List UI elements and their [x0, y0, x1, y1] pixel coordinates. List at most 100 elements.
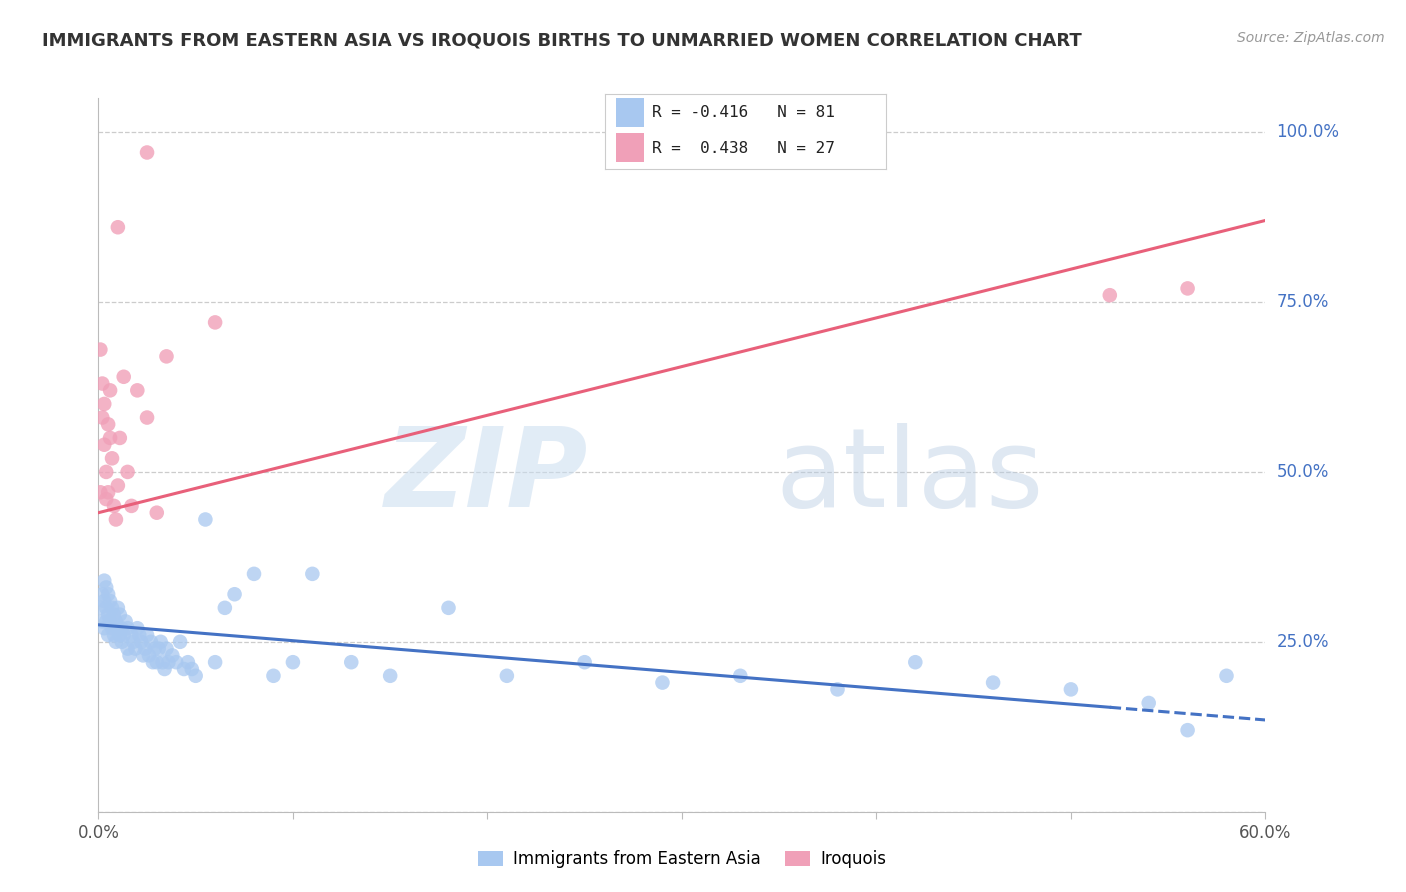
Point: [574, 655, 596, 669]
Point: [97, 607, 120, 622]
Point: [1177, 281, 1199, 295]
Point: [224, 587, 246, 601]
Point: [157, 655, 180, 669]
Point: [162, 648, 184, 663]
Point: [152, 655, 174, 669]
Point: [112, 628, 135, 642]
Point: [1060, 682, 1083, 697]
Text: 50.0%: 50.0%: [1277, 463, 1329, 481]
Point: [184, 669, 207, 683]
Point: [904, 655, 927, 669]
Point: [96, 465, 118, 479]
Point: [117, 621, 139, 635]
Point: [97, 628, 120, 642]
Point: [122, 635, 145, 649]
Point: [281, 655, 304, 669]
Point: [103, 499, 125, 513]
Point: [96, 492, 118, 507]
Point: [91, 376, 114, 391]
Point: [117, 465, 139, 479]
Point: [89, 343, 111, 357]
Point: [437, 600, 460, 615]
Point: [108, 431, 131, 445]
Legend: Immigrants from Eastern Asia, Iroquois: Immigrants from Eastern Asia, Iroquois: [471, 844, 893, 875]
Point: [134, 641, 156, 656]
Text: 100.0%: 100.0%: [1277, 123, 1340, 141]
Point: [103, 628, 125, 642]
Point: [108, 628, 131, 642]
Point: [214, 600, 236, 615]
Point: [121, 628, 143, 642]
Point: [101, 600, 124, 615]
Point: [121, 499, 143, 513]
Point: [155, 641, 177, 656]
Point: [136, 145, 159, 160]
Point: [301, 566, 323, 581]
Point: [107, 621, 129, 635]
Point: [194, 512, 217, 526]
Point: [98, 384, 121, 398]
Point: [98, 615, 121, 629]
Point: [114, 615, 136, 629]
Point: [112, 369, 135, 384]
Point: [1137, 696, 1160, 710]
Point: [124, 641, 146, 656]
Point: [98, 594, 121, 608]
Point: [204, 315, 226, 329]
Bar: [616, 98, 644, 127]
Point: [495, 669, 517, 683]
Point: [129, 635, 152, 649]
Point: [96, 581, 118, 595]
Point: [127, 621, 149, 635]
Point: [96, 615, 118, 629]
Point: [139, 635, 162, 649]
Point: [149, 635, 172, 649]
Point: [981, 675, 1004, 690]
Text: R = -0.416   N = 81: R = -0.416 N = 81: [652, 105, 835, 120]
Point: [651, 675, 673, 690]
Text: 75.0%: 75.0%: [1277, 293, 1329, 311]
Point: [111, 635, 134, 649]
Point: [730, 669, 752, 683]
Point: [91, 410, 114, 425]
Point: [101, 451, 124, 466]
Text: IMMIGRANTS FROM EASTERN ASIA VS IROQUOIS BIRTHS TO UNMARRIED WOMEN CORRELATION C: IMMIGRANTS FROM EASTERN ASIA VS IROQUOIS…: [42, 31, 1083, 49]
Point: [1177, 723, 1199, 738]
Point: [177, 655, 200, 669]
Point: [142, 655, 165, 669]
Point: [96, 600, 118, 615]
Point: [180, 662, 202, 676]
Point: [98, 431, 121, 445]
Point: [89, 600, 111, 615]
Point: [204, 655, 226, 669]
Point: [146, 506, 169, 520]
Point: [132, 648, 155, 663]
Point: [107, 220, 129, 235]
Point: [165, 655, 187, 669]
Point: [378, 669, 402, 683]
Point: [143, 641, 166, 656]
Point: [128, 628, 150, 642]
Point: [93, 397, 115, 411]
Point: [138, 648, 160, 663]
Point: [107, 478, 129, 492]
Point: [89, 485, 111, 500]
Point: [148, 641, 170, 656]
Point: [827, 682, 849, 697]
Point: [93, 574, 115, 588]
Point: [93, 438, 115, 452]
Text: ZIP: ZIP: [385, 423, 589, 530]
Point: [91, 587, 114, 601]
Point: [103, 607, 125, 622]
Point: [104, 512, 127, 526]
Point: [104, 635, 127, 649]
Point: [111, 621, 134, 635]
Point: [155, 350, 177, 364]
Point: [107, 600, 129, 615]
Point: [101, 621, 124, 635]
Text: atlas: atlas: [775, 423, 1043, 530]
Text: R =  0.438   N = 27: R = 0.438 N = 27: [652, 141, 835, 156]
Point: [340, 655, 363, 669]
Point: [93, 594, 115, 608]
Point: [117, 641, 139, 656]
